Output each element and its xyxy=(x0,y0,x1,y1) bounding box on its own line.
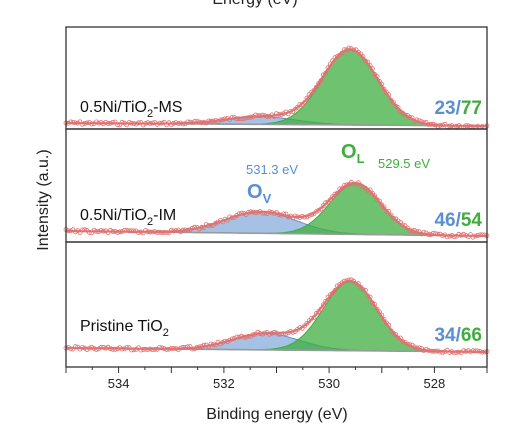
panel-1-data-points xyxy=(63,45,490,130)
data-point xyxy=(395,105,401,110)
panel-3-ratio: 34/66 xyxy=(434,325,482,346)
data-point xyxy=(295,104,300,110)
x-axis: 534 532 530 528 xyxy=(65,367,488,391)
ov-species-label: OV xyxy=(247,181,272,206)
panel-1-envelope xyxy=(66,48,487,127)
ol-species-label: OL xyxy=(341,141,365,166)
data-point xyxy=(374,306,380,312)
panels-group xyxy=(63,45,490,356)
ov-energy-label: 531.3 eV xyxy=(246,162,298,177)
x-tick-label: 528 xyxy=(424,376,446,391)
data-point xyxy=(334,54,340,59)
data-point xyxy=(393,332,399,338)
x-tick-label: 532 xyxy=(213,376,235,391)
panel-3-label: Pristine TiO2 xyxy=(80,318,169,339)
data-point xyxy=(390,100,396,105)
data-point xyxy=(360,287,366,292)
panel-2-envelope xyxy=(66,181,487,237)
panel-1-label: 0.5Ni/TiO2-MS xyxy=(80,99,182,120)
x-tick-label: 530 xyxy=(318,376,340,391)
panel-2-label: 0.5Ni/TiO2-IM xyxy=(80,207,176,228)
data-point xyxy=(320,302,326,308)
x-axis-title: Binding energy (eV) xyxy=(206,406,347,423)
data-point xyxy=(388,212,394,218)
data-point xyxy=(327,197,333,203)
data-point xyxy=(332,191,338,197)
data-point xyxy=(313,209,319,215)
panel-2-ratio: 46/54 xyxy=(434,210,482,231)
data-point xyxy=(381,86,387,92)
chart-top-title: Energy (eV) xyxy=(212,0,297,8)
data-point xyxy=(372,193,378,199)
ol-energy-label: 529.5 eV xyxy=(378,156,430,171)
data-point xyxy=(320,203,326,209)
data-point xyxy=(330,194,336,200)
data-point xyxy=(381,204,387,210)
panel-1-ratio: 23/77 xyxy=(434,98,482,119)
data-point xyxy=(339,185,345,191)
panel-3-envelope xyxy=(66,279,487,353)
y-axis-title: Intensity (a.u.) xyxy=(35,149,52,250)
x-tick-label: 534 xyxy=(108,376,130,391)
